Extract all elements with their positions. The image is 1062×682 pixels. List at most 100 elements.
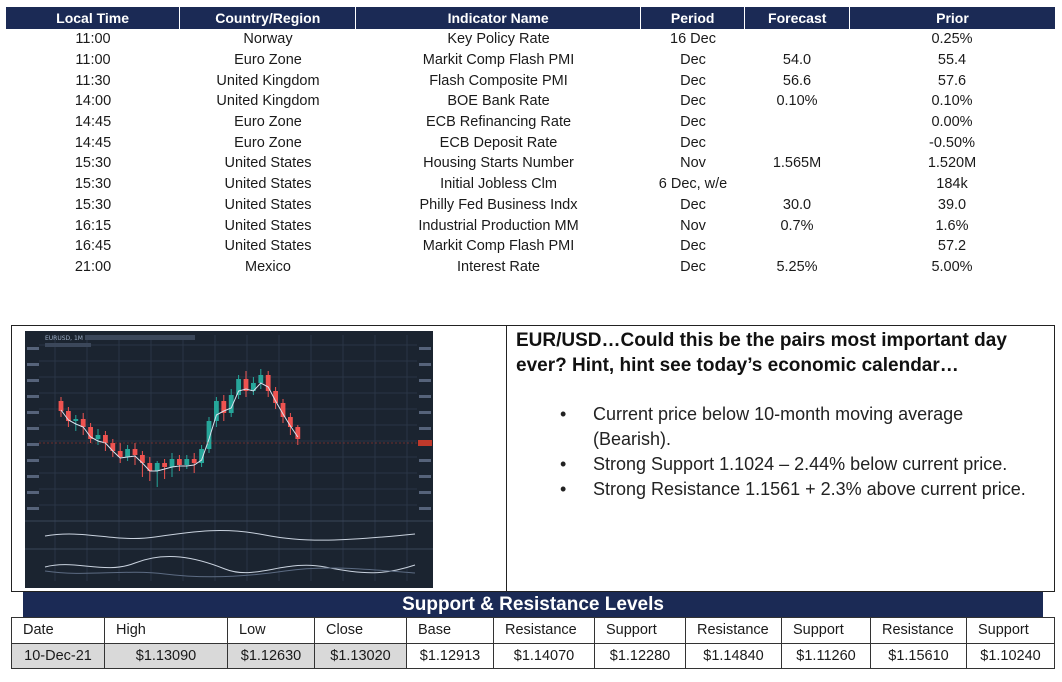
cell-forecast: 0.10%: [776, 93, 818, 110]
calendar-row: 15:30 United States Philly Fed Business In…: [6, 195, 1055, 216]
cell-country: Norway: [243, 31, 293, 48]
cell-prior: 39.0: [937, 196, 967, 213]
cell-period: Dec: [680, 196, 706, 213]
cell-time: 11:00: [75, 52, 111, 69]
cell-country: United States: [224, 196, 312, 213]
cell-period: Dec: [680, 238, 706, 255]
cell-country: Euro Zone: [234, 134, 302, 151]
bullet-support: • Strong Support 1.1024 – 2.44% below cur…: [560, 452, 1046, 477]
calendar-row: 21:00 Mexico Interest Rate Dec 5.25% 5.00%: [6, 257, 1055, 278]
cell-indicator: BOE Bank Rate: [447, 93, 550, 110]
cell-prior: 1.520M: [927, 155, 977, 172]
levels-value-cell: $1.14070: [493, 643, 594, 669]
cell-country: United Kingdom: [216, 72, 320, 89]
levels-value-cell: $1.13090: [104, 643, 227, 669]
cell-forecast: 1.565M: [772, 155, 822, 172]
cell-prior: 0.00%: [931, 114, 973, 131]
calendar-row: 15:30 United States Initial Jobless Clm 6 D…: [6, 174, 1055, 195]
analysis-bullets: • Current price below 10-month moving ave…: [516, 402, 1046, 502]
cell-time: 14:45: [74, 114, 112, 131]
cell-indicator: Markit Comp Flash PMI: [422, 238, 575, 255]
cell-period: 6 Dec, w/e: [658, 176, 728, 193]
levels-title: Support & Resistance Levels: [23, 592, 1043, 617]
cell-prior: 184k: [936, 176, 968, 193]
cell-time: 11:00: [75, 31, 111, 48]
calendar-row: 11:00 Euro Zone Markit Comp Flash PMI Dec 54…: [6, 50, 1055, 71]
cell-forecast: 56.6: [782, 72, 812, 89]
cell-prior: 0.25%: [931, 31, 973, 48]
analysis-panel: EURUSD, 1M EUR/USD…Could this be the pai…: [11, 325, 1055, 592]
calendar-row: 14:45 Euro Zone ECB Deposit Rate Dec -0.50%: [6, 132, 1055, 153]
cell-country: Mexico: [245, 258, 291, 275]
bullet-marker: •: [560, 454, 567, 474]
cell-indicator: Philly Fed Business Indx: [419, 196, 578, 213]
cell-forecast: 0.7%: [780, 217, 814, 234]
levels-header-row: Date High Low Close Base Resistance Support Res…: [11, 617, 1055, 643]
levels-value-cell: $1.15610: [870, 643, 966, 669]
levels-value-cell: $1.11260: [781, 643, 870, 669]
cell-time: 15:30: [74, 155, 112, 172]
bullet-resistance: • Strong Resistance 1.1561 + 2.3% above c…: [560, 477, 1046, 502]
header-prior: Prior: [936, 10, 969, 26]
cell-prior: 1.6%: [935, 217, 969, 234]
calendar-row: 14:00 United Kingdom BOE Bank Rate Dec 0.10%…: [6, 91, 1055, 112]
bullet-moving-average: • Current price below 10-month moving ave…: [560, 402, 1046, 452]
calendar-header-row: Local Time Country/Region Indicator Name…: [6, 7, 1055, 29]
cell-indicator: Interest Rate: [456, 258, 540, 275]
cell-period: Dec: [680, 114, 706, 131]
levels-value-cell: $1.10240: [966, 643, 1055, 669]
cell-prior: 57.2: [937, 238, 967, 255]
levels-header-cell: Resistance: [493, 617, 594, 643]
cell-forecast: 54.0: [782, 52, 812, 69]
header-local-time: Local Time: [6, 7, 181, 29]
bullet-marker: •: [560, 479, 567, 499]
cell-indicator: Housing Starts Number: [423, 155, 574, 172]
cell-period: Dec: [680, 72, 706, 89]
cell-period: Nov: [680, 155, 706, 172]
cell-country: Euro Zone: [234, 52, 302, 69]
levels-header-cell: Resistance: [685, 617, 781, 643]
calendar-row: 11:30 United Kingdom Flash Composite PMI De…: [6, 70, 1055, 91]
header-forecast: Forecast: [745, 7, 850, 29]
levels-value-cell: $1.14840: [685, 643, 781, 669]
cell-prior: 55.4: [937, 52, 967, 69]
svg-text:EURUSD, 1M: EURUSD, 1M: [45, 335, 83, 342]
cell-time: 16:45: [74, 238, 112, 255]
bullet-text: Strong Support 1.1024 – 2.44% below curr…: [593, 454, 1008, 474]
candlestick-chart-image: EURUSD, 1M: [25, 335, 433, 581]
calendar-row: 14:45 Euro Zone ECB Refinancing Rate Dec 0.0…: [6, 112, 1055, 133]
cell-indicator: Initial Jobless Clm: [440, 176, 557, 193]
cell-time: 15:30: [74, 196, 112, 213]
cell-country: United States: [224, 217, 312, 234]
levels-value-cell: $1.13020: [314, 643, 406, 669]
levels-value-cell: 10-Dec-21: [11, 643, 104, 669]
levels-header-cell: Base: [406, 617, 493, 643]
cell-period: Dec: [680, 52, 706, 69]
bullet-text: Current price below 10-month moving aver…: [593, 404, 964, 449]
cell-time: 16:15: [74, 217, 112, 234]
cell-prior: 5.00%: [931, 258, 973, 275]
cell-indicator: ECB Deposit Rate: [439, 134, 558, 151]
cell-country: United States: [224, 238, 312, 255]
header-country: Country/Region: [180, 7, 357, 29]
levels-header-cell: Resistance: [870, 617, 966, 643]
levels-header-cell: High: [104, 617, 227, 643]
eurusd-chart-thumbnail: EURUSD, 1M: [25, 331, 433, 588]
levels-header-cell: Support: [966, 617, 1055, 643]
calendar-row: 15:30 United States Housing Starts Number N…: [6, 153, 1055, 174]
bullet-marker: •: [560, 404, 567, 424]
cell-time: 21:00: [74, 258, 112, 275]
cell-country: United Kingdom: [216, 93, 320, 110]
analysis-title: EUR/USD…Could this be the pairs most imp…: [516, 330, 1007, 376]
cell-prior: 57.6: [937, 72, 967, 89]
levels-header-cell: Date: [11, 617, 104, 643]
levels-header-cell: Close: [314, 617, 406, 643]
calendar-row: 16:45 United States Markit Comp Flash PMI D…: [6, 236, 1055, 257]
cell-period: 16 Dec: [670, 31, 716, 48]
levels-values-row: 10-Dec-21 $1.13090 $1.12630 $1.13020 $1.1291…: [11, 643, 1055, 669]
cell-period: Dec: [680, 93, 706, 110]
cell-indicator: Key Policy Rate: [447, 31, 550, 48]
levels-value-cell: $1.12280: [594, 643, 685, 669]
cell-country: United States: [224, 176, 312, 193]
cell-prior: -0.50%: [929, 134, 975, 151]
